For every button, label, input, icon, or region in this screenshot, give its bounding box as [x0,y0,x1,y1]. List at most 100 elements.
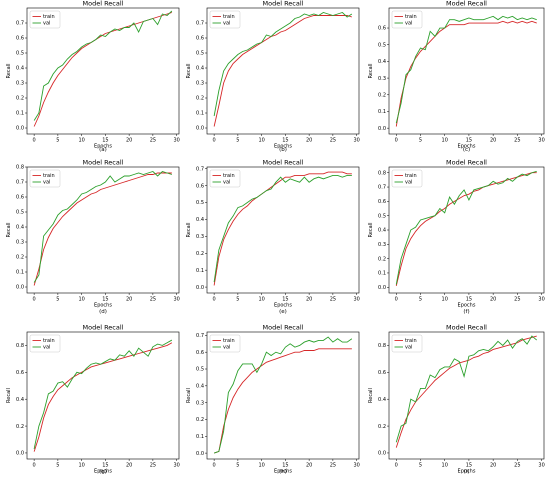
y-tick-label: 0.1 [378,271,386,277]
y-tick-label: 0.7 [196,333,204,339]
y-axis-label: Recall [186,64,192,79]
series-line-val [213,11,353,117]
y-tick-label: 0.0 [378,285,386,291]
x-tick-label: 5 [236,297,239,303]
x-tick-label: 20 [306,138,312,144]
y-tick-label: 0.3 [196,400,204,406]
x-tick-label: 5 [56,138,59,144]
x-tick-label: 10 [78,297,84,303]
series-line-val [33,170,173,283]
legend-box [29,10,61,29]
series-line-val [213,175,352,283]
chart-title: Model Recall [263,159,304,167]
x-axis-label: Epochs [458,144,476,150]
legend-label-train: train [223,338,235,344]
y-tick-label: 0.1 [378,109,386,115]
y-axis-label: Recall [6,223,12,238]
y-tick-label: 0.1 [196,111,204,117]
y-tick-label: 0.0 [378,126,386,132]
chart-title: Model Recall [83,159,124,167]
x-axis-label: Epochs [458,469,476,475]
x-tick-label: 0 [395,297,398,303]
legend-label-val: val [223,180,230,186]
series-line-val [395,335,538,443]
panel-label: (g) [99,469,107,475]
y-tick-label: 0.5 [378,42,386,48]
series-line-val [395,15,537,124]
y-tick-label: 0.0 [16,451,24,457]
legend-box [391,169,423,188]
y-tick-label: 0.5 [16,210,24,216]
chart-title: Model Recall [83,324,124,332]
legend-label-train: train [43,14,55,20]
chart-panel: Model Recall 0 5 10 15 20 25 30 0.0 0.1 0.2 0.3 0.4 0… [186,159,360,316]
y-tick-label: 0.6 [378,370,386,376]
series-line-train [33,172,172,286]
legend-label-train: train [223,14,235,20]
x-tick-label: 25 [330,297,336,303]
series-line-val [213,336,353,454]
x-tick-label: 15 [466,297,472,303]
x-tick-label: 20 [306,297,312,303]
series-line-train [33,342,173,452]
y-tick-label: 0.8 [16,343,24,349]
x-tick-label: 30 [353,463,359,469]
y-tick-label: 0.5 [16,51,24,57]
chart-panel: Model Recall 0 5 10 15 20 25 30 0.0 0.1 0.2 0.3 0.4 0… [368,0,545,153]
y-tick-label: 0.1 [16,111,24,117]
y-tick-label: 0.4 [16,397,24,403]
chart-panel: Model Recall 0 5 10 15 20 25 30 0.0 0.1 0.2 0.3 0.4 0… [6,159,180,316]
x-tick-label: 0 [395,138,398,144]
x-axis-label: Epochs [274,144,292,150]
series-line-train [33,12,173,127]
panel-label: (a) [99,147,107,153]
x-tick-label: 15 [282,138,288,144]
chart-panel: Model Recall 0 5 10 15 20 25 30 0.0 0.2 0.4 0.6 0.8 E… [6,324,180,476]
y-tick-label: 0.2 [16,96,24,102]
y-tick-label: 0.5 [378,213,386,219]
x-tick-label: 25 [330,138,336,144]
x-tick-label: 10 [258,297,264,303]
y-tick-label: 0.8 [378,170,386,176]
x-tick-label: 10 [442,138,448,144]
y-tick-label: 0.3 [378,242,386,248]
legend-box [391,334,423,353]
x-tick-label: 0 [33,138,36,144]
y-tick-label: 0.5 [196,367,204,373]
x-tick-label: 30 [538,463,544,469]
x-tick-label: 5 [236,138,239,144]
chart-title: Model Recall [83,0,124,8]
x-tick-label: 30 [538,138,544,144]
x-tick-label: 5 [56,297,59,303]
x-tick-label: 25 [514,463,520,469]
y-tick-label: 0.4 [196,384,204,390]
x-tick-label: 20 [490,297,496,303]
panel-label: (d) [99,309,107,315]
series-line-train [395,335,537,448]
series-line-train [395,20,537,127]
y-tick-label: 0.5 [196,200,204,206]
x-tick-label: 20 [490,138,496,144]
x-tick-label: 0 [33,297,36,303]
legend-box [391,10,423,29]
y-tick-label: 0.2 [378,256,386,262]
y-axis-label: Recall [368,64,374,79]
x-tick-label: 15 [466,138,472,144]
panel-label: (f) [463,309,469,315]
y-tick-label: 0.3 [16,240,24,246]
y-tick-label: 0.4 [378,228,386,234]
x-tick-label: 25 [150,297,156,303]
x-tick-label: 15 [102,463,108,469]
legend-label-train: train [405,173,417,179]
x-tick-label: 0 [395,463,398,469]
axes-frame [26,331,180,460]
panel-label: (h) [279,469,287,475]
x-tick-label: 5 [419,297,422,303]
y-tick-label: 0.7 [196,21,204,27]
y-tick-label: 0.2 [196,251,204,257]
x-tick-label: 30 [538,297,544,303]
y-tick-label: 0.2 [196,417,204,423]
chart-title: Model Recall [446,159,487,167]
y-tick-label: 0.4 [378,397,386,403]
x-axis-label: Epochs [458,303,476,309]
